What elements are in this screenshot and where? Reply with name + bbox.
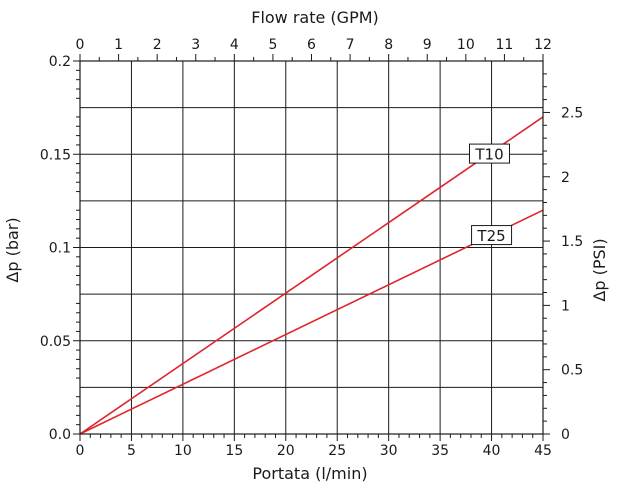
y2-tick-label: 2	[561, 170, 570, 186]
x2-tick-label: 4	[230, 37, 239, 53]
tick-labels: 0 5 10 15 20 25 30 35 40 450.00.050.10.150.20 1 2 3 4…	[40, 37, 583, 459]
x-tick-label: 0	[76, 443, 85, 459]
x-tick-label: 15	[225, 443, 243, 459]
y-axis-title: Δp (bar)	[3, 217, 22, 282]
x2-tick-label: 9	[423, 37, 432, 53]
y2-tick-label: 1	[561, 298, 570, 314]
plot-border	[79, 60, 544, 435]
series-label-t10: T10	[468, 143, 510, 164]
x2-tick-label: 8	[384, 37, 393, 53]
plot-frame	[79, 60, 544, 435]
x-tick-label: 5	[127, 443, 136, 459]
series-label-text: T10	[474, 146, 503, 164]
x2-tick-label: 3	[191, 37, 200, 53]
x2-tick-label: 10	[457, 37, 475, 53]
x2-tick-label: 5	[268, 37, 277, 53]
x2-tick-label: 12	[534, 37, 552, 53]
y-tick-label: 0.15	[40, 147, 71, 163]
x2-tick-label: 1	[114, 37, 123, 53]
y-tick-label: 0.0	[49, 427, 71, 443]
x-tick-label: 30	[380, 443, 398, 459]
series-label-box	[468, 143, 510, 164]
series-lines	[79, 116, 544, 435]
y2-axis-title: Δp (PSI)	[590, 238, 609, 301]
series-line-t25	[79, 209, 544, 435]
y-tick-label: 0.05	[40, 334, 71, 350]
series-line-t10	[79, 116, 544, 435]
series-label-box	[471, 225, 513, 246]
y-tick-label: 0.1	[49, 241, 71, 257]
x2-tick-label: 2	[153, 37, 162, 53]
x2-tick-label: 7	[346, 37, 355, 53]
x2-tick-label: 11	[496, 37, 514, 53]
x2-tick-label: 0	[76, 37, 85, 53]
x-axis-title: Portata (l/min)	[252, 464, 367, 483]
y2-tick-label: 2.5	[561, 105, 583, 121]
x-tick-label: 25	[328, 443, 346, 459]
y2-tick-label: 1.5	[561, 234, 583, 250]
y2-tick-label: 0	[561, 427, 570, 443]
minor-ticks	[73, 54, 550, 441]
x-tick-label: 20	[277, 443, 295, 459]
x2-axis-title: Flow rate (GPM)	[251, 8, 379, 27]
series-label-text: T25	[476, 227, 505, 245]
grid-lines	[80, 61, 543, 434]
x-tick-label: 35	[431, 443, 449, 459]
y-tick-label: 0.2	[49, 54, 71, 70]
series-label-t25: T25	[471, 225, 513, 246]
series-labels: T10 T25	[468, 143, 513, 246]
x-tick-label: 10	[174, 443, 192, 459]
x-tick-label: 45	[534, 443, 552, 459]
y2-tick-label: 0.5	[561, 363, 583, 379]
x-tick-label: 40	[483, 443, 501, 459]
x2-tick-label: 6	[307, 37, 316, 53]
